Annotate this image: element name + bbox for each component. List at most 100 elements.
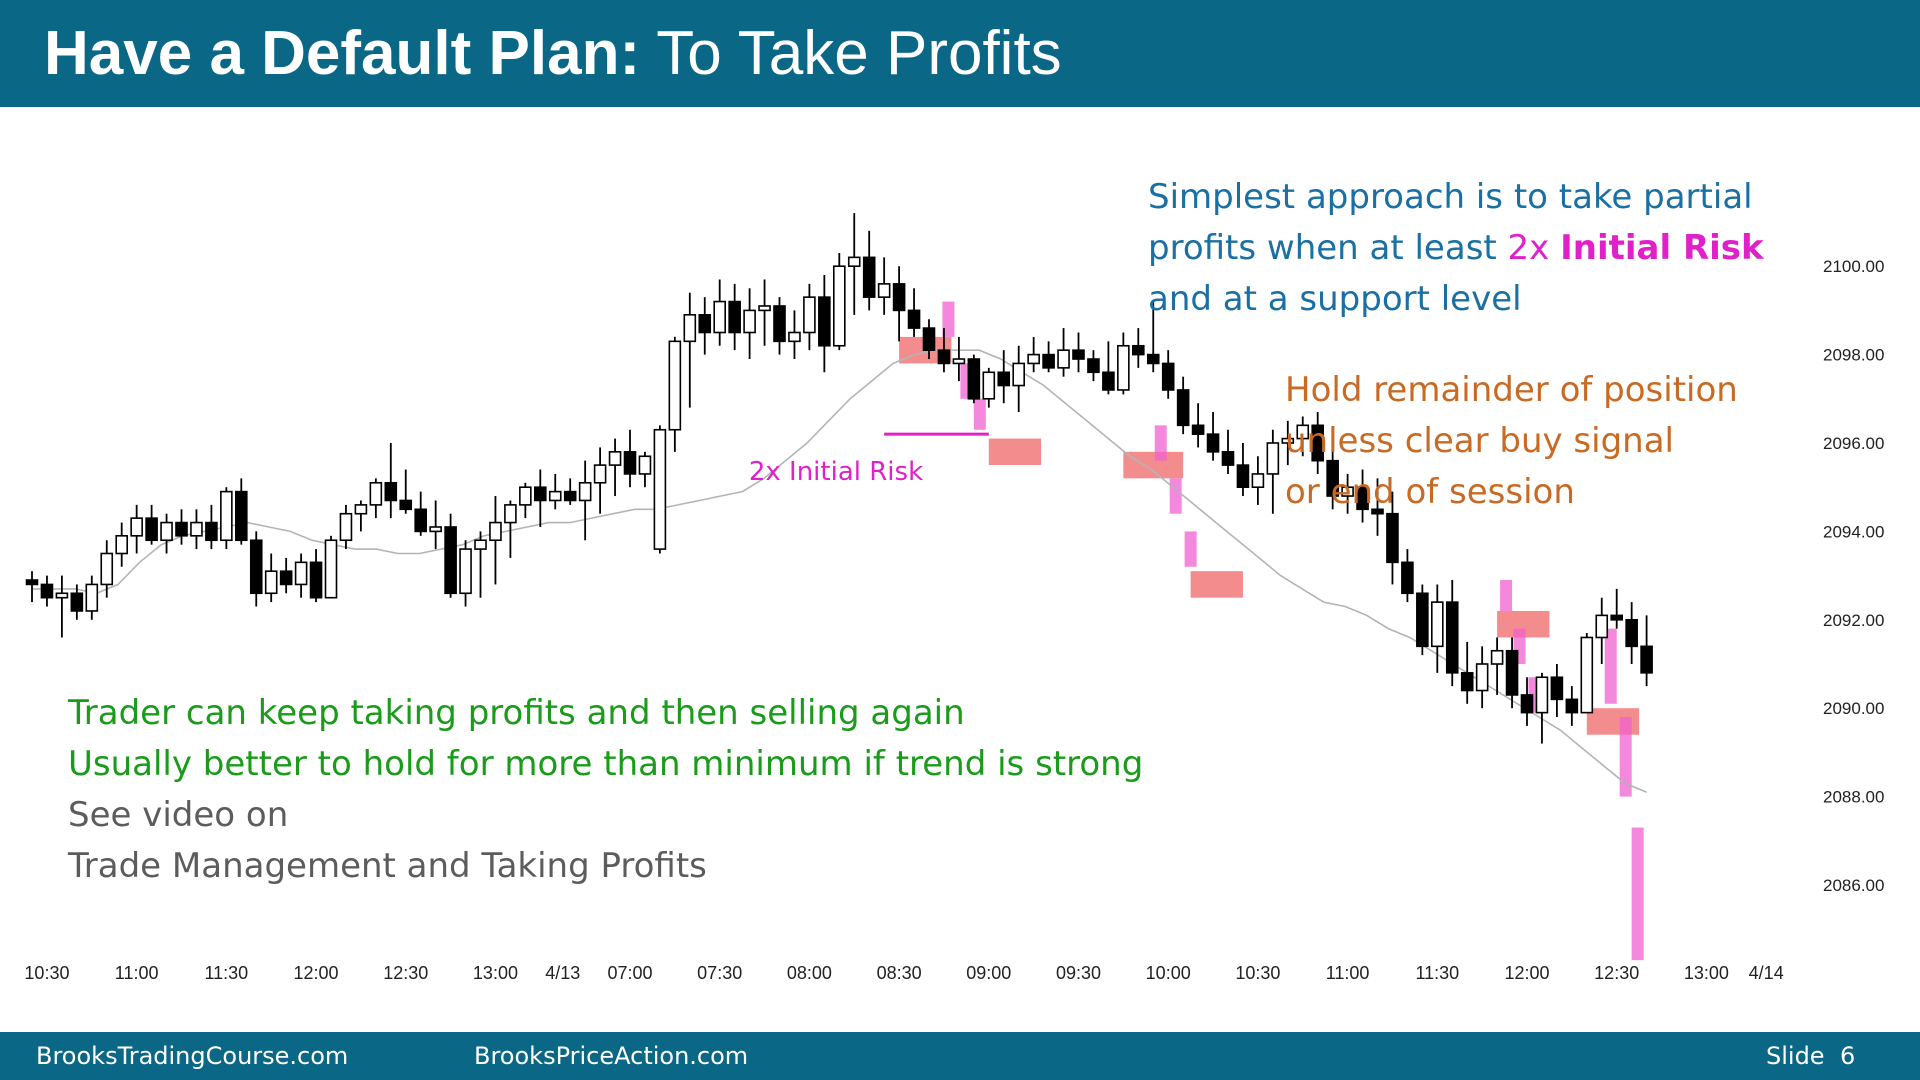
bull-candle [1266, 442, 1280, 475]
x-tick-label: 12:00 [1504, 963, 1549, 983]
x-tick-label: 10:30 [1235, 963, 1280, 983]
x-tick-label: 11:30 [1415, 963, 1459, 983]
bull-candle [459, 548, 472, 595]
bull-candle [130, 517, 143, 537]
y-tick-label: 2094.00 [1823, 522, 1884, 541]
x-axis: 10:30 11:00 11:30 12:00 12:30 13:00 4/13 07:00 0… [24, 963, 1783, 983]
x-tick-label: 10:00 [1146, 963, 1191, 983]
slide-number: 6 [1840, 1042, 1856, 1070]
bull-candle [877, 283, 891, 298]
slide-title-bold: Have a Default Plan: [44, 19, 641, 88]
bear-candle [40, 583, 54, 599]
bear-candle [1565, 698, 1579, 714]
bear-candle [1132, 344, 1145, 356]
footer-bar: BrooksTradingCourse.com BrooksPriceActio… [0, 1032, 1920, 1080]
risk-bar [1604, 628, 1617, 704]
tip-line2: Usually better to hold for more than min… [68, 744, 1144, 784]
risk-bar [1500, 580, 1513, 611]
risk-bar [973, 398, 986, 430]
partial-note-line1: Simplest approach is to take partial [1148, 177, 1753, 217]
bear-candle [25, 579, 39, 586]
bear-candle [1087, 358, 1100, 374]
bull-candle [578, 481, 592, 502]
bear-candle [1206, 433, 1220, 453]
bear-candle [1386, 512, 1399, 564]
bear-candle [563, 490, 577, 502]
bull-candle [1341, 486, 1354, 497]
x-tick-label: 13:00 [1684, 963, 1729, 983]
bull-candle [1117, 344, 1130, 391]
y-tick-label: 2090.00 [1823, 699, 1884, 718]
bull-candle [1296, 424, 1310, 440]
title-bar: Have a Default Plan: To Take Profits [0, 0, 1920, 107]
bull-candle [1012, 362, 1026, 387]
bull-candle [713, 300, 727, 334]
bear-candle [1460, 672, 1474, 692]
candles [25, 213, 1653, 744]
bull-candle [429, 526, 442, 533]
bear-candle [235, 490, 248, 542]
bear-candle [997, 371, 1011, 387]
partial-note-line3: and at a support level [1148, 279, 1522, 319]
hold-remainder-note: Hold remainder of position unless clear … [1285, 365, 1738, 518]
bull-candle [160, 521, 173, 542]
bull-candle [324, 539, 338, 599]
hold-note-line3: or end of session [1285, 472, 1575, 512]
partial-note-line2: profits when at least 2x Initial Risk [1148, 223, 1764, 274]
bear-candle [862, 256, 876, 298]
bear-candle [698, 314, 712, 334]
bull-candle [608, 451, 622, 466]
slide-title: Have a Default Plan: To Take Profits [44, 12, 1062, 96]
bull-candle [474, 539, 487, 550]
hold-note-line1: Hold remainder of position [1285, 370, 1738, 410]
bear-candle [907, 309, 921, 329]
bull-candle [743, 309, 756, 334]
x-tick-label: 11:30 [204, 963, 248, 983]
slide-label: Slide [1766, 1042, 1825, 1070]
bear-candle [145, 517, 158, 542]
bull-candle [952, 358, 966, 365]
risk-bar [1619, 717, 1632, 797]
bear-candle [279, 570, 293, 586]
bull-candle [220, 490, 233, 542]
bull-candle [1281, 437, 1295, 444]
bull-candle [354, 504, 368, 515]
profit-zone [1190, 571, 1243, 598]
bear-candle [1550, 676, 1564, 701]
risk-annotation-label: 2x Initial Risk [749, 457, 923, 487]
bull-candle [758, 305, 771, 312]
bear-candle [1416, 592, 1429, 648]
profit-zone [1123, 451, 1184, 479]
bull-candle [1027, 353, 1040, 365]
bull-candle [369, 481, 383, 506]
bear-candle [399, 499, 413, 511]
bear-candle [1176, 389, 1190, 427]
bull-candle [847, 256, 861, 268]
footer-site-1[interactable]: BrooksTradingCourse.com [36, 1042, 349, 1070]
bear-candle [1072, 349, 1085, 360]
bull-candle [653, 428, 667, 550]
bear-candle [309, 561, 323, 599]
bear-candle [1625, 618, 1638, 648]
x-tick-label: 09:30 [1056, 963, 1101, 983]
footer-site-2[interactable]: BrooksPriceAction.com [474, 1042, 749, 1070]
bear-candle [1445, 601, 1459, 674]
x-tick-label: 4/14 [1749, 963, 1784, 983]
bear-candle [967, 358, 981, 400]
bear-candle [1326, 459, 1339, 497]
bear-candle [937, 349, 951, 365]
bull-candle [982, 371, 996, 400]
bull-candle [788, 331, 801, 343]
bull-candle [504, 504, 517, 524]
bear-candle [1221, 451, 1235, 466]
bull-candle [803, 296, 816, 334]
tip-line3: See video on [68, 795, 289, 835]
bull-candle [85, 583, 99, 612]
risk-bar [1184, 531, 1197, 567]
bull-candle [832, 265, 846, 347]
bear-candle [1236, 464, 1250, 489]
slide-title-rest: To Take Profits [640, 19, 1062, 88]
bear-candle [1356, 486, 1369, 511]
bull-candle [668, 340, 682, 431]
bull-candle [100, 552, 114, 586]
